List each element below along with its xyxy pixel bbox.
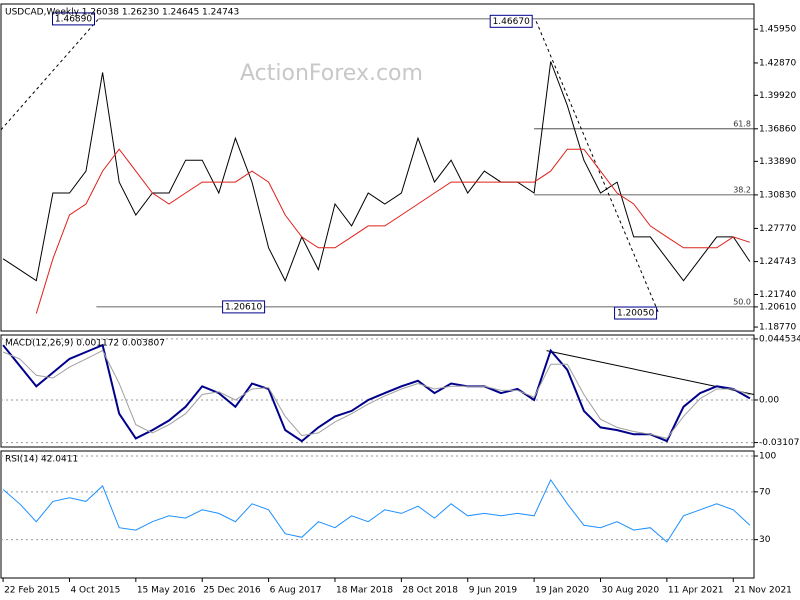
level-label: 38.2 [733,185,751,194]
level-label: 50.0 [733,297,751,306]
annotation-box [222,300,266,314]
annotation-box [489,14,533,28]
annotation-label: 1.46670 [493,17,530,27]
series-line [2,61,751,282]
x-tick-label: 15 May 2016 [137,586,196,596]
panel-title: RSI(14) 42.0411 [5,455,78,465]
y-tick-label: 0.044534 [759,334,800,344]
y-tick-label: 1.45950 [759,25,796,35]
panel-frame [0,334,755,448]
series-line [2,349,751,439]
y-tick-label: 1.18770 [759,323,796,333]
trend-line [0,18,99,131]
y-tick-label: 0.00 [759,395,779,405]
x-tick-label: 18 Mar 2018 [336,586,393,596]
y-tick-label: 1.30830 [759,190,796,200]
x-tick-label: 9 Jun 2019 [469,586,518,596]
y-tick-label: -0.031072 [759,438,800,448]
annotation-box [614,306,658,320]
annotation-label: 1.20610 [225,302,262,312]
y-tick-label: 30 [759,535,771,545]
y-tick-label: 1.21740 [759,290,796,300]
y-tick-label: 100 [759,452,776,462]
x-tick-label: 28 Oct 2018 [402,586,458,596]
x-tick-label: 21 Nov 2021 [734,586,792,596]
annotation-label: 1.20050 [617,309,654,319]
y-tick-label: 1.42870 [759,58,796,68]
y-tick-label: 1.33890 [759,157,796,167]
annotation-label: 1.46890 [55,14,92,24]
level-label: 61.8 [733,119,751,128]
x-tick-label: 11 Apr 2021 [668,586,724,596]
y-tick-label: 1.36860 [759,124,796,134]
panel-title: USDCAD,Weekly 1.26038 1.26230 1.24645 1.… [5,8,239,18]
panel-frame [0,3,755,332]
y-tick-label: 1.39920 [759,91,796,101]
series-line [2,478,751,543]
y-tick-label: 70 [759,487,771,497]
series-line [35,148,751,314]
y-tick-label: 1.20610 [759,302,796,312]
panel-title: MACD(12,26,9) 0.001172 0.003807 [5,339,165,349]
annotation-box [51,12,95,26]
x-tick-label: 25 Dec 2016 [203,586,261,596]
x-tick-label: 30 Aug 2020 [601,586,659,596]
y-tick-label: 1.24743 [759,257,796,267]
x-tick-label: 19 Jan 2020 [535,586,589,596]
x-tick-label: 6 Aug 2017 [270,586,322,596]
series-line [2,343,751,443]
x-tick-label: 22 Feb 2015 [4,586,60,596]
y-tick-label: 1.27770 [759,224,796,234]
watermark: ActionForex.com [240,61,423,86]
x-tick-label: 4 Oct 2015 [70,586,120,596]
